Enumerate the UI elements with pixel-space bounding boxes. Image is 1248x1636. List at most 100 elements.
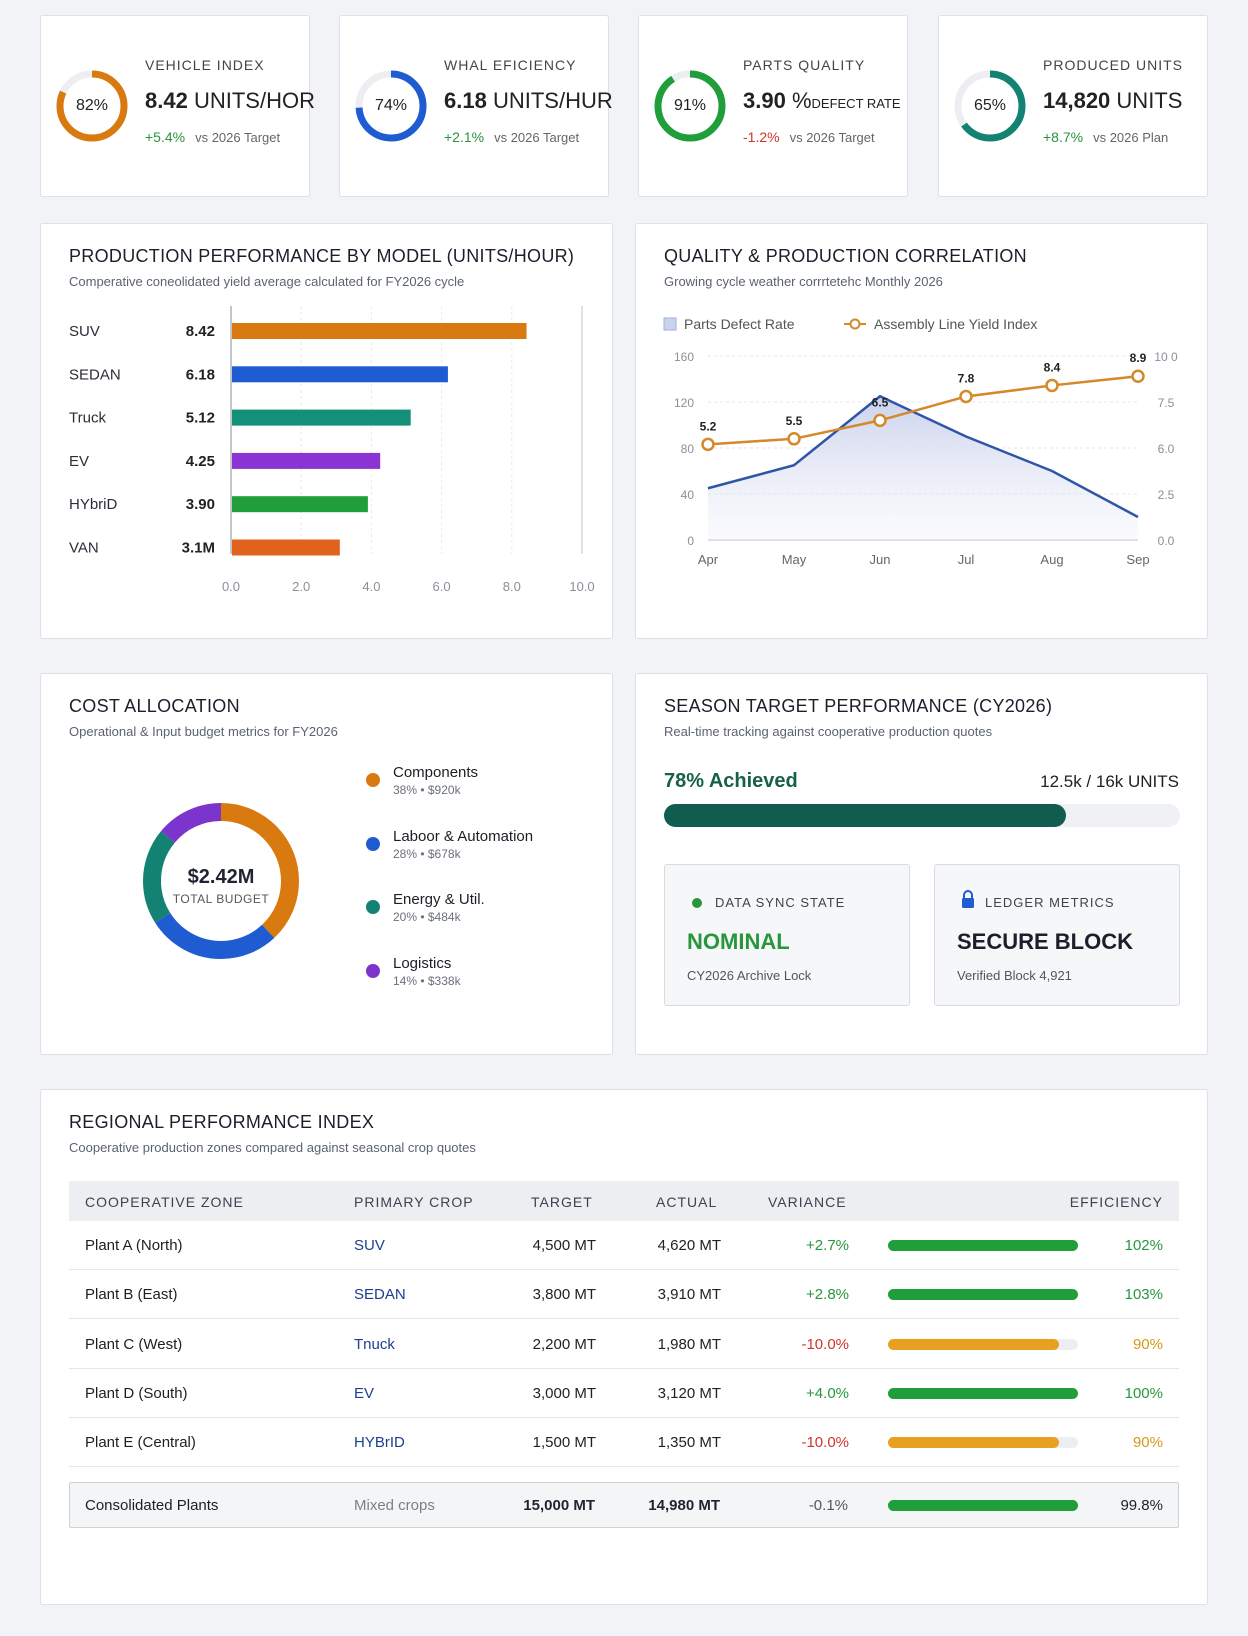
kpi-unit: UNITS/HOR <box>193 88 315 113</box>
efficiency-fill <box>888 1387 1078 1399</box>
actual-cell: 4,620 MT <box>657 1237 721 1254</box>
bar <box>232 366 448 383</box>
ledger-heading: LEDGER METRICS <box>985 895 1115 910</box>
kpi-delta-value: +8.7% <box>1043 129 1084 145</box>
kpi-title: PARTS QUALITY <box>743 57 866 73</box>
efficiency-fill <box>888 1240 1078 1251</box>
yield-point <box>1131 369 1145 383</box>
column-header-efficiency[interactable]: EFFICIENCY <box>1069 1194 1163 1210</box>
ledger-metrics-box: LEDGER METRICS SECURE BLOCK Verified Blo… <box>934 864 1180 1006</box>
legend-dot-icon <box>366 963 380 978</box>
column-header-crop[interactable]: PRIMARY CROP <box>354 1194 474 1210</box>
legend-dot-icon <box>366 836 380 851</box>
bar <box>232 452 381 469</box>
kpi-value: 8.42 UNITS/HOR <box>145 88 315 114</box>
bar-chart-title: PRODUCTION PERFORMANCE BY MODEL (UNITS/H… <box>69 246 575 266</box>
table-row[interactable]: Plant B (East) SEDAN 3,800 MT 3,910 MT +2.8%… <box>69 1270 1179 1320</box>
kpi-delta: +8.7% vs 2026 Plan <box>1043 129 1168 145</box>
kpi-unit: % <box>791 88 812 113</box>
status-dot-icon <box>692 898 702 908</box>
yield-point <box>787 432 801 446</box>
x-tick-label: 4.0 <box>362 579 380 594</box>
defect-area <box>708 396 1138 540</box>
bar-value-label: 3.1M <box>182 540 215 557</box>
variance-cell: +4.0% <box>806 1384 849 1402</box>
achieved-label: 78% Achieved <box>664 770 798 792</box>
kpi-card: 91% PARTS QUALITY 3.90 %DEFECT RATE -1.2% vs… <box>638 15 908 197</box>
bar-value-label: 8.42 <box>186 323 215 340</box>
units-progress-label: 12.5k / 16k UNITS <box>1040 772 1179 791</box>
gauge-fill <box>56 70 128 142</box>
table-row[interactable]: Plant E (Central) HYBrID 1,500 MT 1,350 MT -… <box>69 1418 1179 1468</box>
gauge-fill <box>654 70 726 142</box>
yield-point <box>701 437 715 452</box>
gauge-percent: 91% <box>673 97 707 114</box>
total-efficiency-bar <box>888 1500 1078 1511</box>
table-row[interactable]: Plant D (South) EV 3,000 MT 3,120 MT +4.0% 10… <box>69 1369 1179 1418</box>
region-subtitle: Cooperative production zones compared ag… <box>69 1140 476 1155</box>
target-cell: 3,000 MT <box>532 1384 596 1402</box>
y-left-tick-label: 0 <box>687 534 694 548</box>
cost-title: COST ALLOCATION <box>69 696 240 716</box>
table-row[interactable]: Plant C (West) Tnuck 2,200 MT 1,980 MT -10.0… <box>69 1320 1179 1369</box>
y-right-tick-label: 0.0 <box>1158 534 1175 548</box>
total-target: 15,000 MT <box>523 1497 595 1514</box>
x-tick-label: 6.0 <box>433 579 451 594</box>
actual-cell: 1,350 MT <box>657 1434 721 1452</box>
ledger-value: SECURE BLOCK <box>957 929 1134 954</box>
column-header-zone[interactable]: COOPERATIVE ZONE <box>85 1194 244 1210</box>
yield-point-label: 8.9 <box>1130 351 1147 365</box>
target-cell: 1,500 MT <box>532 1434 596 1452</box>
gauge-percent: 74% <box>374 97 408 114</box>
efficiency-fill <box>888 1437 1059 1449</box>
crop-cell: HYBrID <box>354 1434 405 1452</box>
data-sync-value: NOMINAL <box>687 929 790 954</box>
gauge-fill <box>355 70 427 142</box>
cost-legend-detail: 38% • $920k <box>393 783 461 797</box>
season-title: SEASON TARGET PERFORMANCE (CY2026) <box>664 696 1053 716</box>
data-sync-heading: DATA SYNC STATE <box>715 895 846 910</box>
bar <box>232 496 368 513</box>
table-row[interactable]: Plant A (North) SUV 4,500 MT 4,620 MT +2.7% 1… <box>69 1221 1179 1270</box>
donut-slice <box>143 803 299 959</box>
kpi-delta-reference: vs 2026 Target <box>494 130 580 145</box>
bar-category-label: EV <box>69 453 89 470</box>
efficiency-cell: 102% <box>1124 1237 1163 1254</box>
column-header-target[interactable]: TARGET <box>531 1194 593 1210</box>
gauge-ring <box>654 70 726 142</box>
kpi-title: WHAL EFICIENCY <box>444 57 577 73</box>
kpi-delta-value: -1.2% <box>743 129 780 145</box>
total-crop: Mixed crops <box>354 1497 435 1514</box>
cost-allocation-card: COST ALLOCATION Operational & Input budg… <box>40 673 613 1055</box>
yield-point-label: 7.8 <box>958 371 975 385</box>
season-progress-fill <box>664 804 1067 827</box>
defect-line <box>707 394 1139 519</box>
x-tick-label: Aug <box>1040 552 1063 567</box>
cost-legend-label: Logistics <box>393 954 452 972</box>
gauge-percent: 82% <box>75 97 109 114</box>
yield-point-label: 5.5 <box>786 414 803 428</box>
gauge-percent: 65% <box>973 97 1007 114</box>
kpi-delta-reference: vs 2026 Target <box>789 130 875 145</box>
y-left-tick-label: 80 <box>681 442 695 456</box>
legend-label-yield: Assembly Line Yield Index <box>874 316 1037 332</box>
column-header-variance[interactable]: VARIANCE <box>768 1194 847 1210</box>
efficiency-cell: 90% <box>1132 1335 1163 1353</box>
bar-category-label: VAN <box>69 540 99 557</box>
quality-correlation-card: QUALITY & PRODUCTION CORRELATION Growing… <box>635 223 1208 639</box>
x-tick-label: 0.0 <box>222 579 240 594</box>
table-total-row: Consolidated Plants Mixed crops 15,000 M… <box>69 1482 1179 1528</box>
donut-slice <box>143 803 299 959</box>
y-left-tick-label: 40 <box>681 488 695 502</box>
kpi-delta: -1.2% vs 2026 Target <box>743 129 875 145</box>
bar <box>232 539 340 556</box>
crop-cell: EV <box>354 1384 375 1402</box>
efficiency-bar <box>888 1387 1078 1399</box>
legend-swatch-defect <box>663 317 677 331</box>
zone-cell: Plant B (East) <box>85 1286 178 1304</box>
column-header-actual[interactable]: ACTUAL <box>656 1194 718 1210</box>
cost-legend-detail: 28% • $678k <box>393 846 461 861</box>
cost-legend-label: Components <box>393 764 479 781</box>
cost-subtitle: Operational & Input budget metrics for F… <box>69 724 338 739</box>
total-budget-label: TOTAL BUDGET <box>172 892 270 906</box>
